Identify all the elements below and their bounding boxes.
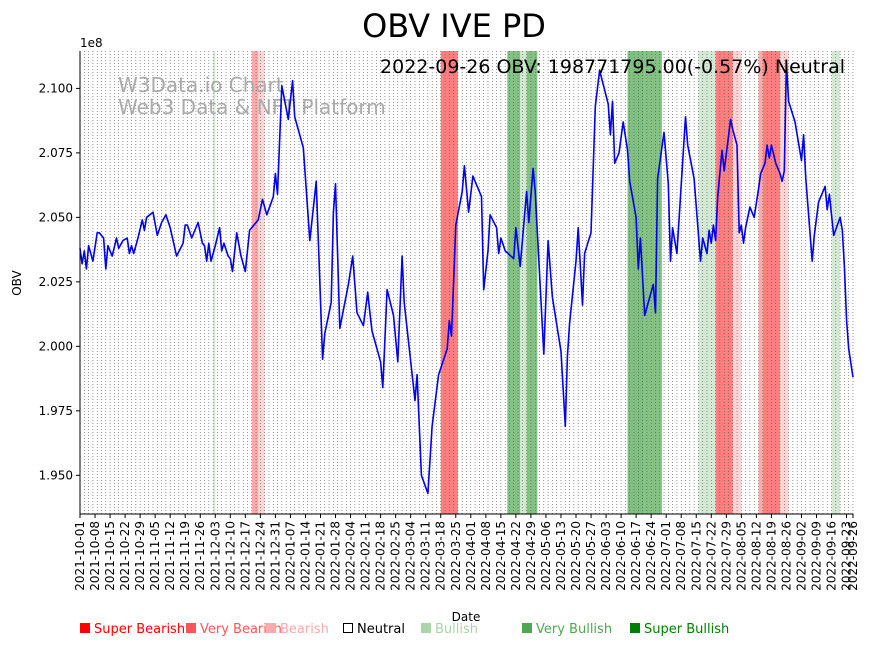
x-tick-label: 2022-07-15 bbox=[689, 521, 703, 591]
x-ticks: 2021-10-01 2021-10-08 2021-10-15 2021-10-22… bbox=[73, 514, 860, 591]
y-tick-label: 2.075 bbox=[39, 146, 73, 160]
x-tick-label: 2022-08-19 bbox=[764, 521, 778, 591]
x-tick-label: 2022-03-25 bbox=[449, 521, 463, 591]
chart-title: OBV IVE PD bbox=[362, 7, 546, 45]
latest-value-annotation: 2022-09-26 OBV: 198771795.00(-0.57%) Neu… bbox=[380, 56, 845, 78]
x-tick-label: 2021-12-24 bbox=[253, 521, 267, 591]
legend-label: Bullish bbox=[435, 622, 478, 637]
x-tick-label: 2022-07-22 bbox=[704, 521, 718, 591]
y-multiplier-label: 1e8 bbox=[80, 36, 103, 50]
x-tick-label: 2022-01-21 bbox=[314, 521, 328, 591]
x-tick-label: 2022-06-24 bbox=[644, 521, 658, 591]
y-axis-label: OBV bbox=[10, 269, 24, 295]
x-tick-label: 2021-12-17 bbox=[238, 521, 252, 591]
x-tick-label: 2022-05-06 bbox=[539, 521, 553, 591]
x-tick-label: 2022-05-27 bbox=[584, 521, 598, 591]
x-tick-label: 2021-12-10 bbox=[223, 521, 237, 591]
y-tick-label: 1.950 bbox=[39, 468, 73, 482]
y-ticks: 1.950 1.975 2.000 2.025 2.050 2.075 2.100 bbox=[39, 81, 80, 482]
x-tick-label: 2022-05-13 bbox=[554, 521, 568, 591]
legend-swatch bbox=[522, 623, 532, 633]
legend-label: Neutral bbox=[357, 622, 405, 637]
x-tick-label: 2022-09-26 bbox=[846, 521, 860, 591]
x-tick-label: 2022-09-23 bbox=[840, 521, 854, 591]
x-tick-label: 2022-07-08 bbox=[674, 521, 688, 591]
legend-label: Super Bullish bbox=[644, 622, 729, 637]
x-tick-label: 2022-04-15 bbox=[494, 521, 508, 591]
x-tick-label: 2022-01-14 bbox=[299, 521, 313, 591]
x-tick-label: 2021-10-01 bbox=[73, 521, 87, 591]
legend-swatch bbox=[80, 623, 90, 633]
x-tick-label: 2022-02-04 bbox=[344, 521, 358, 591]
watermark-line-1: W3Data.io Chart bbox=[118, 73, 284, 97]
x-tick-label: 2022-08-12 bbox=[749, 521, 763, 591]
x-tick-label: 2022-06-10 bbox=[614, 521, 628, 591]
legend-label: Bearish bbox=[280, 622, 329, 637]
x-tick-label: 2022-01-07 bbox=[283, 521, 297, 591]
x-tick-label: 2022-07-29 bbox=[719, 521, 733, 591]
x-tick-label: 2022-04-01 bbox=[464, 521, 478, 591]
x-tick-label: 2021-10-15 bbox=[103, 521, 117, 591]
x-tick-label: 2022-04-22 bbox=[509, 521, 523, 591]
y-tick-label: 2.100 bbox=[39, 81, 73, 95]
x-tick-label: 2022-07-01 bbox=[659, 521, 673, 591]
legend-label: Very Bullish bbox=[536, 622, 612, 637]
x-tick-label: 2021-10-29 bbox=[133, 521, 147, 591]
legend-swatch bbox=[186, 623, 196, 633]
signal-band bbox=[526, 51, 538, 514]
legend-swatch bbox=[630, 623, 640, 633]
x-tick-label: 2022-09-02 bbox=[795, 521, 809, 591]
x-gridlines bbox=[79, 51, 854, 514]
legend-swatch bbox=[421, 623, 431, 633]
x-tick-label: 2021-11-26 bbox=[193, 521, 207, 591]
x-tick-label: 2022-01-28 bbox=[329, 521, 343, 591]
x-axis-label: Date bbox=[452, 610, 481, 624]
x-tick-label: 2022-03-18 bbox=[434, 521, 448, 591]
x-tick-label: 2022-05-20 bbox=[569, 521, 583, 591]
x-tick-label: 2022-09-16 bbox=[825, 521, 839, 591]
x-tick-label: 2021-12-31 bbox=[268, 521, 282, 591]
signal-band bbox=[258, 51, 265, 514]
x-tick-label: 2022-08-05 bbox=[734, 521, 748, 591]
legend-swatch bbox=[343, 623, 353, 633]
signal-band bbox=[520, 51, 527, 514]
x-tick-label: 2022-02-25 bbox=[389, 521, 403, 591]
signal-band bbox=[627, 51, 645, 514]
x-tick-label: 2021-10-22 bbox=[118, 521, 132, 591]
legend-label: Super Bearish bbox=[94, 622, 185, 637]
x-tick-label: 2022-06-17 bbox=[629, 521, 643, 591]
signal-band bbox=[213, 51, 216, 514]
y-tick-label: 2.000 bbox=[39, 339, 73, 353]
y-tick-label: 1.975 bbox=[39, 404, 73, 418]
legend-label: Very Bearish bbox=[200, 622, 282, 637]
y-tick-label: 2.050 bbox=[39, 210, 73, 224]
x-tick-label: 2021-10-08 bbox=[88, 521, 102, 591]
x-tick-label: 2022-03-11 bbox=[419, 521, 433, 591]
x-tick-label: 2022-08-26 bbox=[779, 521, 793, 591]
x-tick-label: 2022-02-11 bbox=[359, 521, 373, 591]
x-tick-label: 2022-04-08 bbox=[479, 521, 493, 591]
signal-band bbox=[644, 51, 662, 514]
x-tick-label: 2022-09-09 bbox=[810, 521, 824, 591]
obv-series bbox=[79, 61, 854, 495]
x-tick-label: 2021-11-19 bbox=[178, 521, 192, 591]
x-tick-label: 2022-06-03 bbox=[599, 521, 613, 591]
x-tick-label: 2022-03-04 bbox=[404, 521, 418, 591]
x-tick-label: 2021-11-05 bbox=[148, 521, 162, 591]
y-tick-label: 2.025 bbox=[39, 275, 73, 289]
axes bbox=[79, 51, 853, 515]
x-tick-label: 2021-11-12 bbox=[163, 521, 177, 591]
x-tick-label: 2022-02-18 bbox=[374, 521, 388, 591]
legend-swatch bbox=[266, 623, 276, 633]
x-tick-label: 2022-04-29 bbox=[524, 521, 538, 591]
x-tick-label: 2021-12-03 bbox=[208, 521, 222, 591]
watermark-line-2: Web3 Data & NFT Platform bbox=[118, 95, 386, 119]
signal-band bbox=[251, 51, 259, 514]
signal-band bbox=[758, 51, 763, 514]
obv-line bbox=[79, 61, 854, 495]
